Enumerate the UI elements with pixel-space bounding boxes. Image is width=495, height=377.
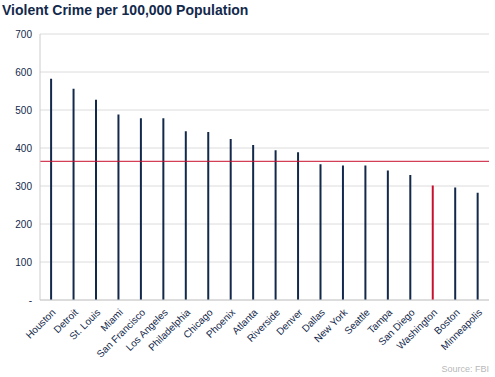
svg-text:Washington: Washington bbox=[394, 306, 440, 352]
svg-text:100: 100 bbox=[15, 257, 32, 268]
svg-text:Minneapolis: Minneapolis bbox=[439, 307, 485, 353]
svg-text:600: 600 bbox=[15, 67, 32, 78]
svg-text:Atlanta: Atlanta bbox=[229, 306, 260, 337]
svg-text:Dallas: Dallas bbox=[299, 306, 328, 335]
svg-text:Riverside: Riverside bbox=[245, 306, 283, 344]
svg-text:San Diego: San Diego bbox=[376, 306, 417, 348]
svg-text:Miami: Miami bbox=[98, 306, 125, 334]
svg-text:Denver: Denver bbox=[274, 306, 305, 337]
svg-text:New York: New York bbox=[311, 306, 350, 345]
svg-text:Los Angeles: Los Angeles bbox=[123, 306, 170, 353]
svg-text:Chicago: Chicago bbox=[181, 306, 215, 341]
svg-text:500: 500 bbox=[15, 105, 32, 116]
svg-text:400: 400 bbox=[15, 143, 32, 154]
svg-text:Houston: Houston bbox=[24, 307, 58, 341]
svg-text:Tampa: Tampa bbox=[365, 306, 395, 336]
svg-text:200: 200 bbox=[15, 219, 32, 230]
svg-text:San Francisco: San Francisco bbox=[94, 306, 148, 360]
svg-text:St. Louis: St. Louis bbox=[67, 307, 102, 342]
svg-text:Philadelphia: Philadelphia bbox=[146, 306, 193, 353]
svg-text:300: 300 bbox=[15, 181, 32, 192]
svg-text:Boston: Boston bbox=[432, 306, 462, 337]
html-text:Source: FBI: Source: FBI bbox=[441, 364, 489, 374]
svg-text:Seattle: Seattle bbox=[342, 306, 372, 336]
svg-text:Phoenix: Phoenix bbox=[204, 307, 237, 340]
html-text:Violent Crime per 100,000 Popu: Violent Crime per 100,000 Population bbox=[2, 2, 249, 18]
svg-text:-: - bbox=[29, 295, 32, 306]
svg-text:Detroit: Detroit bbox=[51, 306, 81, 336]
svg-text:700: 700 bbox=[15, 29, 32, 40]
